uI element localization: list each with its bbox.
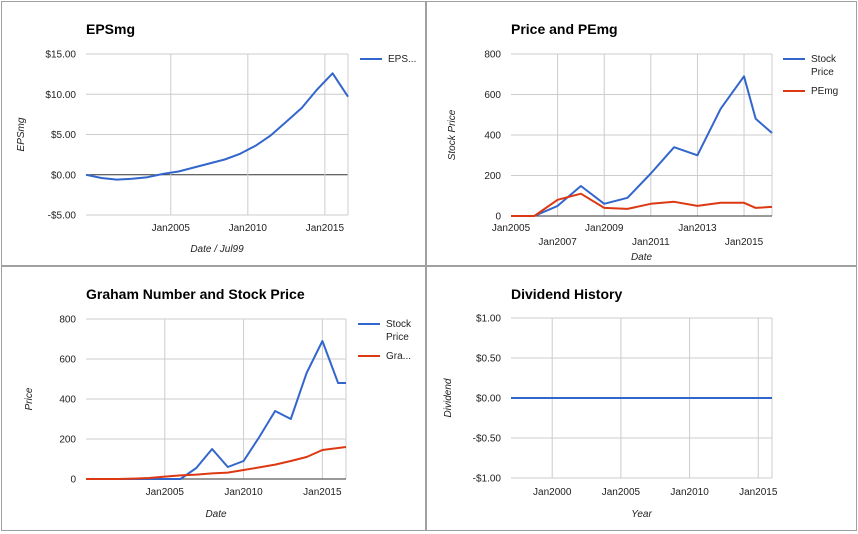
- y-tick-label: 800: [484, 50, 501, 61]
- chart-title: Price and PEmg: [511, 21, 618, 37]
- legend-label: Gra...: [386, 351, 411, 362]
- y-tick-label: $0.00: [476, 394, 501, 405]
- series-line-0: [86, 340, 346, 480]
- graham-number-chart-panel: Graham Number and Stock Price 800 600 400 20…: [1, 266, 426, 531]
- x-tick-label: Jan2015: [303, 487, 342, 498]
- x-tick-label: Jan2010: [224, 487, 263, 498]
- y-tick-label: $0.00: [51, 170, 76, 181]
- y-tick-label: 600: [59, 355, 76, 366]
- series-line-0: [511, 75, 773, 217]
- y-tick-label: $10.00: [45, 90, 76, 101]
- y-tick-label: 200: [59, 435, 76, 446]
- y-tick-label: -$5.00: [48, 211, 77, 222]
- series-line-1: [511, 192, 773, 217]
- y-tick-label: 800: [59, 315, 76, 326]
- x-tick-label: Jan2015: [725, 237, 764, 248]
- x-axis-label: Date: [631, 252, 653, 263]
- y-axis-label: EPSmg: [16, 117, 27, 151]
- x-tick-label: Jan2015: [306, 223, 345, 234]
- epsmg-chart-panel: EPSmg $15.00 $10.00 $5.00 $0.00 -$5.00 Jan2005…: [1, 1, 426, 266]
- x-tick-label: Jan2009: [585, 223, 624, 234]
- x-tick-label: Jan2010: [670, 487, 709, 498]
- x-tick-label: Jan2011: [632, 237, 670, 248]
- chart-title: Graham Number and Stock Price: [86, 286, 305, 302]
- x-tick-label: Jan2005: [152, 223, 191, 234]
- y-tick-label: 600: [484, 90, 501, 101]
- y-tick-label: $1.00: [476, 314, 501, 325]
- x-tick-label: Jan2000: [533, 487, 572, 498]
- x-tick-label: Jan2007: [538, 237, 577, 248]
- x-tick-label: Jan2005: [146, 487, 185, 498]
- y-tick-label: $15.00: [45, 50, 76, 61]
- y-tick-label: 0: [70, 475, 76, 486]
- chart-title: EPSmg: [86, 21, 135, 37]
- y-tick-label: 200: [484, 171, 501, 182]
- y-axis-label: Stock Price: [447, 109, 458, 160]
- y-tick-label: 400: [59, 395, 76, 406]
- y-axis-label: Price: [24, 387, 35, 410]
- legend-label: Stock: [386, 319, 412, 330]
- legend-label: EPS...: [388, 54, 416, 65]
- legend-label: Stock: [811, 54, 837, 65]
- chart-title: Dividend History: [511, 286, 622, 302]
- legend-label-line2: Price: [386, 332, 409, 343]
- x-axis-label: Date: [205, 509, 227, 520]
- y-tick-label: $0.50: [476, 354, 501, 365]
- y-tick-label: 0: [495, 212, 501, 223]
- dividend-history-chart: Dividend History $1.00 $0.50 $0.00 -$0.50 -$1…: [443, 286, 778, 520]
- x-tick-label: Jan2010: [229, 223, 268, 234]
- series-line-1: [86, 446, 347, 480]
- legend-label: PEmg: [811, 86, 838, 97]
- epsmg-chart: EPSmg $15.00 $10.00 $5.00 $0.00 -$5.00 Jan2005…: [16, 21, 416, 255]
- y-tick-label: -$1.00: [473, 474, 502, 485]
- x-tick-label: Jan2015: [739, 487, 778, 498]
- x-tick-label: Jan2005: [602, 487, 641, 498]
- y-tick-label: 400: [484, 131, 501, 142]
- price-pemg-chart-panel: Price and PEmg 800 600 400 200 0 Jan2005 Jan200…: [426, 1, 857, 266]
- x-axis-label: Year: [631, 509, 652, 520]
- x-axis-label: Date / Jul99: [190, 244, 244, 255]
- y-tick-label: -$0.50: [473, 434, 502, 445]
- x-tick-label: Jan2013: [678, 223, 717, 234]
- y-axis-label: Dividend: [443, 378, 454, 417]
- series-line-0: [85, 72, 349, 181]
- dividend-history-chart-panel: Dividend History $1.00 $0.50 $0.00 -$0.50 -$1…: [426, 266, 857, 531]
- legend-label-line2: Price: [811, 67, 834, 78]
- y-tick-label: $5.00: [51, 130, 76, 141]
- x-tick-label: Jan2005: [492, 223, 531, 234]
- graham-number-chart: Graham Number and Stock Price 800 600 400 20…: [24, 286, 412, 520]
